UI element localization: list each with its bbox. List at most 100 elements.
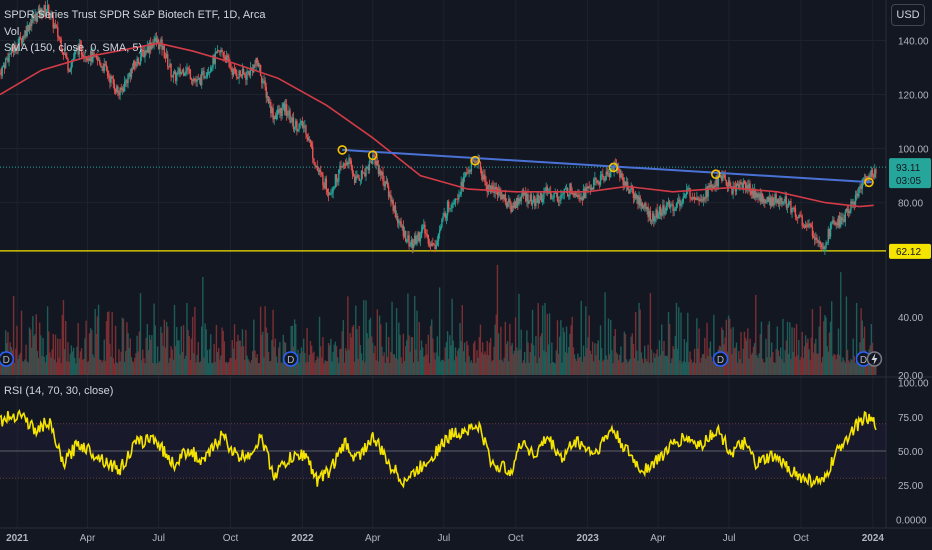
pivot-marker — [608, 162, 619, 173]
volume-bar — [199, 361, 202, 375]
volume-bar — [207, 363, 210, 375]
candle-body — [426, 233, 428, 235]
dividend-icon[interactable] — [282, 351, 299, 367]
volume-bar — [189, 359, 192, 375]
volume-bar — [794, 356, 797, 375]
trendline[interactable] — [342, 148, 874, 184]
volume-bar — [182, 325, 185, 375]
candle-body — [816, 237, 818, 241]
volume-bar — [610, 319, 612, 375]
candle-body — [290, 121, 292, 123]
candle-body — [360, 170, 363, 180]
volume-bar — [628, 360, 630, 375]
volume-bar — [617, 360, 620, 375]
candle-body — [642, 205, 645, 209]
volume-bar — [118, 349, 120, 375]
candle-body — [302, 126, 305, 128]
candle-body — [368, 161, 371, 171]
volume-bar — [523, 351, 526, 375]
candle-body — [284, 104, 287, 112]
volume-bar — [49, 352, 51, 375]
candle-body — [423, 224, 425, 227]
volume-bar — [315, 360, 317, 375]
candle-body — [512, 205, 514, 208]
volume-bar — [693, 348, 696, 375]
dividend-icon[interactable] — [0, 351, 14, 367]
volume-bar — [538, 357, 541, 375]
volume-bar — [312, 353, 314, 375]
candle-body — [300, 120, 303, 123]
candle-body — [409, 245, 411, 247]
candle-body — [200, 71, 203, 86]
volume-bar — [121, 317, 124, 375]
volume-bar — [109, 343, 111, 375]
volume-bar — [279, 342, 281, 375]
time-tick-label: Jul — [152, 533, 165, 544]
volume-bar — [649, 293, 652, 375]
volume-bar — [188, 336, 190, 375]
volume-bar — [425, 343, 427, 375]
candle-body — [738, 184, 740, 190]
volume-bar — [368, 319, 371, 375]
volume-bar — [38, 322, 41, 375]
dividend-icon[interactable] — [712, 351, 729, 367]
candle-body — [432, 243, 434, 245]
candle-body — [247, 71, 249, 73]
candle-body — [746, 185, 748, 191]
volume-bar — [715, 360, 717, 375]
volume-bar — [752, 346, 755, 375]
time-tick-label: 2024 — [862, 533, 885, 544]
volume-bar — [585, 306, 587, 375]
volume-bar — [17, 359, 19, 375]
volume-bar — [535, 335, 537, 375]
volume-bar — [408, 335, 410, 375]
volume-bar — [442, 359, 444, 375]
volume-bar — [605, 355, 607, 375]
candle-body — [54, 25, 57, 27]
candle-body — [549, 191, 552, 199]
volume-bar — [116, 362, 118, 375]
volume-bar — [153, 303, 155, 375]
candle-body — [322, 174, 324, 186]
candle-body — [336, 181, 339, 183]
volume-bar — [380, 324, 382, 375]
candle-body — [653, 213, 655, 222]
candle-body — [529, 194, 531, 202]
volume-bar — [415, 349, 417, 375]
currency-button[interactable]: USD — [891, 4, 925, 26]
volume-bar — [768, 321, 771, 375]
candle-body — [664, 211, 666, 215]
candle-body — [496, 188, 499, 196]
candle-body — [450, 207, 452, 209]
volume-bar — [444, 347, 447, 375]
candle-body — [599, 175, 602, 185]
volume-bar — [217, 348, 220, 375]
axis-labels: 80.00100.00120.00140.0020.0040.000.00002… — [6, 37, 929, 544]
candle-body — [239, 70, 241, 76]
volume-bar — [359, 345, 362, 375]
volume-bar — [501, 359, 503, 375]
candle-body — [620, 173, 622, 178]
volume-bar — [833, 353, 835, 375]
candle-body — [135, 65, 137, 67]
volume-bar — [517, 350, 519, 375]
volume-bar — [423, 356, 425, 375]
candle-body — [382, 172, 384, 182]
candle-body — [760, 193, 763, 202]
volume-bar — [151, 335, 153, 375]
volume-bar — [513, 350, 516, 375]
pivot-markers[interactable] — [337, 145, 874, 188]
time-tick-label: Apr — [80, 533, 96, 544]
volume-bar — [713, 314, 715, 375]
candle-body — [1, 66, 3, 76]
volume-bar — [812, 352, 815, 375]
candle-body — [355, 176, 357, 183]
volume-bar — [375, 360, 377, 375]
candle-body — [467, 172, 469, 174]
volume-bar — [770, 342, 773, 375]
volume-bar — [197, 342, 199, 375]
volume-bar — [203, 357, 205, 375]
candle-body — [52, 15, 54, 29]
